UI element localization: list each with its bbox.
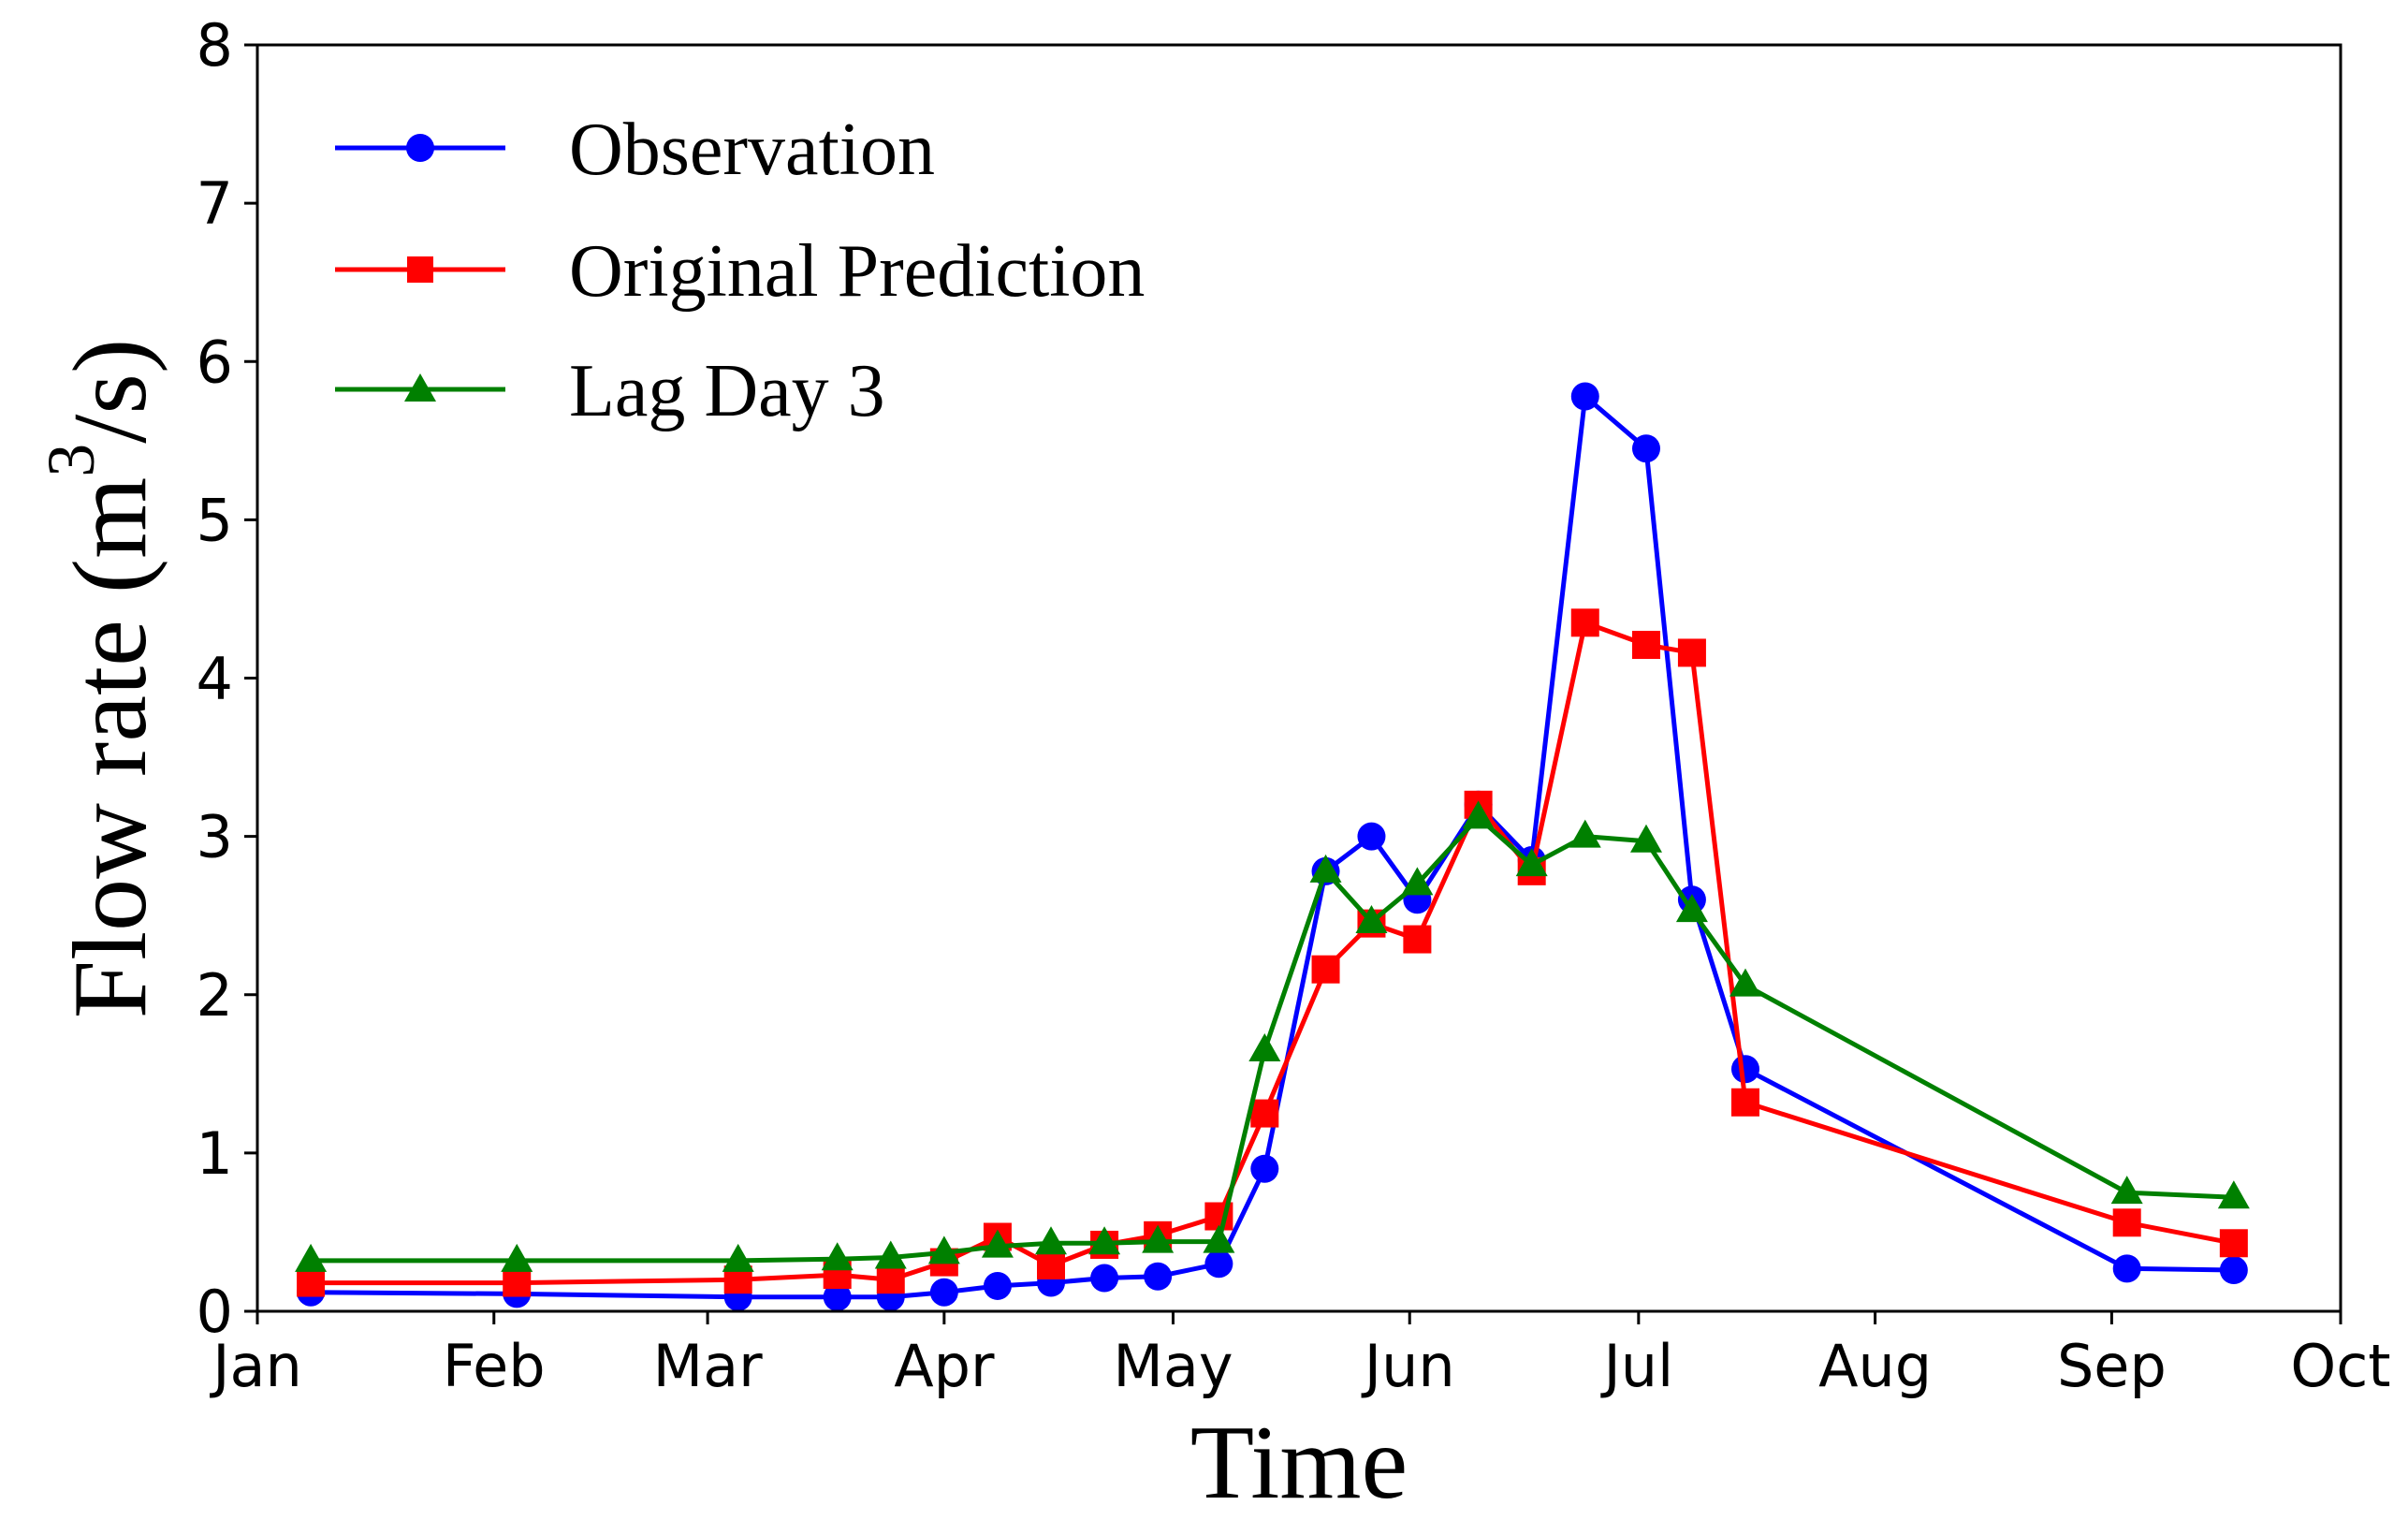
data-point-lag-day-3	[722, 1243, 754, 1272]
x-tick-label: Feb	[443, 1332, 546, 1400]
legend-entry-original-prediction: Original Prediction	[335, 230, 1145, 313]
data-point-original-prediction	[503, 1268, 532, 1297]
data-point-lag-day-3	[1142, 1224, 1175, 1253]
x-tick-label: Jan	[209, 1332, 302, 1400]
data-point-original-prediction	[1037, 1250, 1065, 1279]
data-point-observation	[823, 1282, 852, 1311]
data-point-lag-day-3	[874, 1240, 907, 1269]
x-axis: Jan Feb Mar Apr May Jun Jul Aug Sep Oct	[209, 1311, 2391, 1400]
data-point-original-prediction	[876, 1265, 905, 1294]
data-point-observation	[1357, 822, 1386, 851]
y-tick-label: 2	[197, 961, 233, 1030]
data-point-lag-day-3	[1248, 1032, 1281, 1061]
data-point-observation	[1144, 1262, 1173, 1291]
data-point-original-prediction	[1403, 925, 1432, 954]
data-point-original-prediction	[1570, 608, 1599, 637]
y-axis: 0 1 2 3 4 5 6 7 8	[197, 11, 257, 1346]
data-point-lag-day-3	[1515, 848, 1548, 877]
legend-label-observation: Observation	[569, 109, 935, 191]
data-point-lag-day-3	[1569, 819, 1601, 848]
data-point-lag-day-3	[295, 1243, 328, 1272]
data-point-observation	[1731, 1055, 1759, 1084]
x-tick-label: Jun	[1361, 1332, 1455, 1400]
y-axis-title-main: Flow rate (m	[52, 477, 168, 1019]
data-point-original-prediction	[2112, 1208, 2141, 1237]
data-point-lag-day-3	[1462, 800, 1495, 829]
x-tick-label: Oct	[2290, 1332, 2390, 1400]
data-point-lag-day-3	[821, 1242, 854, 1271]
legend-entry-observation: Observation	[335, 109, 935, 191]
data-point-observation	[929, 1278, 958, 1307]
y-tick-label: 1	[197, 1119, 233, 1188]
data-point-original-prediction	[2219, 1229, 2248, 1258]
x-tick-label: Sep	[2057, 1332, 2167, 1400]
legend-label-original-prediction: Original Prediction	[569, 230, 1145, 313]
data-point-lag-day-3	[2217, 1180, 2250, 1209]
data-point-original-prediction	[297, 1268, 326, 1297]
legend-marker-observation	[406, 134, 434, 162]
data-point-lag-day-3	[1309, 854, 1342, 883]
data-point-original-prediction	[1677, 638, 1706, 667]
data-point-observation	[2112, 1254, 2141, 1283]
data-point-observation	[1570, 382, 1599, 411]
data-point-original-prediction	[1731, 1088, 1759, 1117]
y-tick-label: 4	[197, 645, 233, 713]
data-point-lag-day-3	[927, 1235, 960, 1264]
data-point-lag-day-3	[981, 1229, 1014, 1258]
data-point-observation	[1250, 1154, 1279, 1183]
data-point-observation	[1090, 1264, 1119, 1293]
data-point-lag-day-3	[501, 1243, 533, 1272]
data-point-observation	[1632, 434, 1660, 463]
x-axis-title: Time	[1190, 1405, 1408, 1520]
legend: Observation Original Prediction Lag Day …	[335, 109, 1145, 432]
data-point-original-prediction	[1311, 955, 1340, 984]
data-point-lag-day-3	[1401, 867, 1434, 896]
data-point-observation	[2219, 1256, 2248, 1285]
legend-marker-original-prediction	[407, 256, 433, 283]
data-point-lag-day-3	[1203, 1224, 1235, 1253]
x-tick-label: Aug	[1818, 1332, 1932, 1400]
series-lag-day-3	[295, 800, 2250, 1272]
y-tick-label: 7	[197, 169, 233, 238]
legend-marker-lag-day-3	[404, 373, 436, 402]
data-point-original-prediction	[1250, 1099, 1279, 1128]
legend-entry-lag-day-3: Lag Day 3	[335, 350, 885, 432]
series-layer	[295, 382, 2250, 1311]
data-point-observation	[983, 1271, 1012, 1300]
y-axis-title: Flow rate (m3/s)	[34, 339, 168, 1019]
y-tick-label: 8	[197, 11, 233, 80]
data-point-original-prediction	[1632, 630, 1660, 659]
data-point-lag-day-3	[1675, 894, 1708, 923]
data-point-lag-day-3	[1729, 968, 1761, 997]
y-tick-label: 5	[197, 486, 233, 554]
data-point-lag-day-3	[1035, 1226, 1067, 1255]
y-tick-label: 0	[197, 1278, 233, 1346]
x-tick-label: May	[1113, 1332, 1233, 1400]
data-point-lag-day-3	[1355, 904, 1388, 933]
x-tick-label: Mar	[653, 1332, 763, 1400]
data-point-lag-day-3	[1630, 824, 1662, 853]
y-axis-title-unit: /s)	[52, 339, 168, 444]
data-point-observation	[1204, 1250, 1233, 1279]
x-tick-label: Jul	[1599, 1332, 1673, 1400]
legend-label-lag-day-3: Lag Day 3	[569, 350, 885, 432]
x-tick-label: Apr	[894, 1332, 995, 1400]
y-tick-label: 6	[197, 328, 233, 396]
data-point-lag-day-3	[1088, 1226, 1121, 1255]
y-axis-title-superscript: 3	[34, 444, 109, 477]
data-point-lag-day-3	[2110, 1176, 2143, 1205]
y-tick-label: 3	[197, 803, 233, 871]
